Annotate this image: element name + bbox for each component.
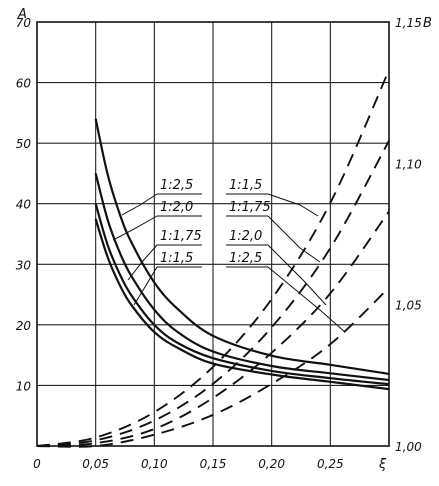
y-left-axis-label: A (17, 7, 27, 22)
series-label-b-4: 1:2,5 (229, 251, 262, 266)
series-label-a-2: 1:2,0 (160, 200, 193, 215)
grid (37, 22, 389, 446)
leader-line (121, 193, 158, 216)
y-right-tick-label: 1,00 (395, 440, 422, 454)
series-line-b-3 (36, 210, 390, 447)
plot-frame (36, 21, 390, 447)
series-label-a-1: 1:2,5 (160, 178, 193, 193)
series-label-b-2: 1:1,75 (229, 200, 271, 215)
series-label-b-3: 1:2,0 (229, 229, 262, 244)
leader-line (127, 244, 158, 281)
leader-line (267, 215, 321, 263)
leader-line (267, 193, 319, 217)
y-left-tick-label: 70 (16, 16, 32, 30)
label-leaders (112, 193, 346, 333)
curves (36, 69, 390, 448)
series-line-a-1 (94, 118, 390, 375)
series-line-b-1 (36, 69, 390, 447)
series-line-a-4 (94, 218, 390, 391)
x-tick-label: 0,05 (82, 457, 109, 471)
x-tick-label: 0,15 (200, 457, 227, 471)
leader-line (267, 266, 346, 333)
x-tick-label: 0 (33, 457, 41, 471)
series-line-b-4 (36, 287, 390, 448)
y-right-tick-label: 1,10 (395, 157, 422, 171)
leader-line (133, 266, 158, 306)
leader-line (267, 244, 327, 306)
legend-solid-labels: 1:2,5 1:2,0 1:1,75 1:1,5 (157, 178, 202, 268)
tick-labels: 0 0,05 0,10 0,15 0,20 0,25 10 20 30 40 50 60 70 1,00 1… (16, 16, 422, 471)
series-label-b-1: 1:1,5 (229, 178, 262, 193)
legend-dashed-labels: 1:1,5 1:1,75 1:2,0 1:2,5 (226, 178, 271, 268)
series-label-a-3: 1:1,75 (160, 229, 202, 244)
x-tick-label: 0,20 (258, 457, 285, 471)
y-left-tick-label: 30 (16, 258, 32, 272)
y-left-tick-label: 20 (16, 319, 32, 333)
x-tick-label: 0,25 (317, 457, 344, 471)
y-right-tick-label: 1,15 (395, 16, 422, 30)
series-line-a-2 (94, 173, 390, 382)
y-left-tick-label: 40 (16, 198, 32, 212)
series-label-a-4: 1:1,5 (160, 251, 193, 266)
y-left-tick-label: 10 (16, 379, 32, 393)
y-left-tick-label: 60 (16, 77, 32, 91)
leader-line (112, 215, 158, 241)
x-tick-label: 0,10 (141, 457, 168, 471)
series-line-a-3 (94, 203, 390, 386)
series-line-b-2 (36, 140, 390, 447)
x-axis-label: ξ (378, 457, 387, 472)
y-right-tick-label: 1,05 (395, 299, 422, 313)
y-left-tick-label: 50 (16, 137, 32, 151)
y-right-axis-label: B (423, 16, 432, 31)
